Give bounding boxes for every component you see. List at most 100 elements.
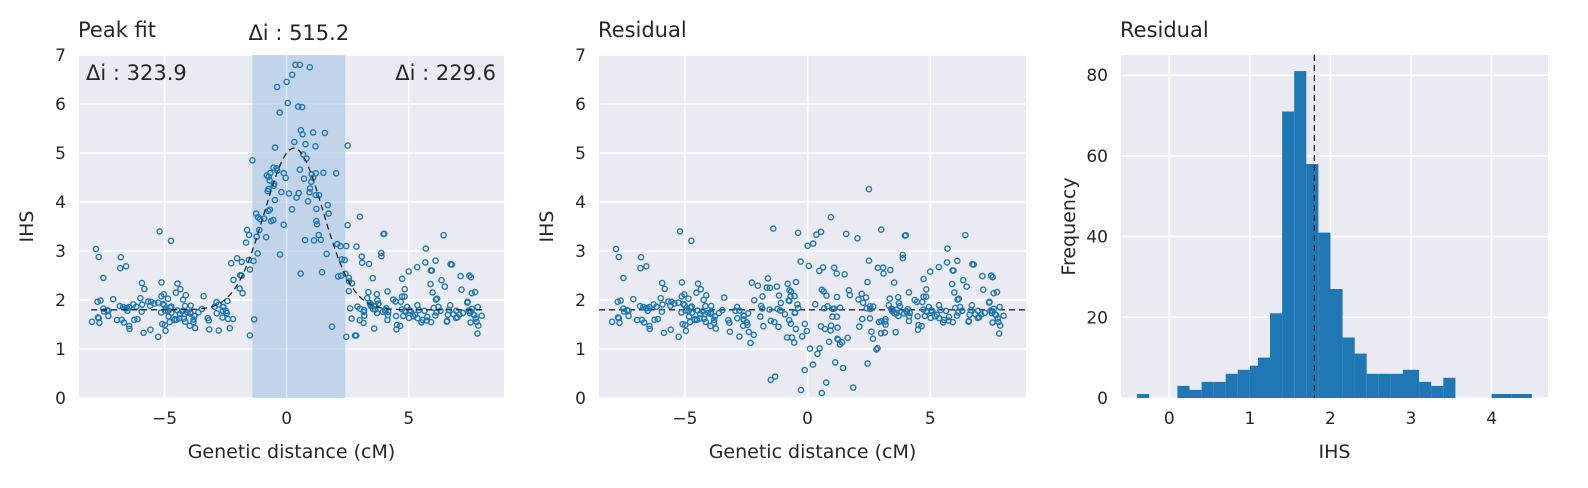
data-point — [657, 294, 665, 302]
data-point — [771, 373, 779, 380]
data-point — [757, 302, 765, 310]
data-point — [174, 280, 181, 287]
data-point — [182, 291, 190, 299]
data-point — [266, 177, 273, 184]
data-point — [297, 270, 305, 277]
data-point — [422, 259, 429, 266]
data-point — [429, 289, 436, 296]
data-point — [658, 308, 666, 316]
data-point — [844, 334, 852, 342]
data-point — [801, 320, 809, 328]
histogram-bar — [1189, 389, 1202, 398]
data-point — [227, 259, 235, 267]
data-point — [757, 313, 764, 321]
data-point — [854, 234, 861, 242]
data-point — [767, 317, 775, 325]
data-point — [467, 273, 475, 281]
data-point — [845, 286, 853, 294]
data-point — [617, 297, 625, 304]
chart-title: Residual — [1120, 18, 1209, 42]
y-tick-label: 80 — [1086, 66, 1108, 86]
data-point — [190, 318, 197, 326]
data-point — [754, 282, 762, 290]
data-point — [809, 240, 817, 247]
data-point — [943, 259, 951, 266]
data-point — [646, 322, 653, 330]
data-point — [306, 64, 314, 71]
data-point — [95, 314, 102, 322]
data-point — [307, 178, 315, 186]
data-point — [766, 306, 773, 313]
y-tick-label: 3 — [55, 242, 66, 262]
data-point — [130, 316, 138, 324]
data-point — [325, 210, 333, 217]
data-point — [899, 251, 907, 259]
data-point — [791, 309, 799, 317]
data-point — [881, 329, 889, 336]
data-point — [341, 256, 349, 264]
panel-residual-scatter: −5 0 5 0 1 2 3 4 5 6 7 Residual Genetic distance (cM… — [536, 18, 1026, 463]
data-point — [173, 316, 180, 324]
data-point — [301, 236, 309, 244]
data-point — [375, 300, 382, 308]
data-point — [890, 279, 898, 286]
data-point — [238, 258, 245, 266]
data-point — [866, 315, 874, 322]
data-point — [809, 361, 817, 368]
data-point — [423, 313, 431, 321]
data-point — [646, 303, 653, 311]
data-point — [620, 305, 627, 312]
data-point — [380, 230, 388, 238]
y-tick-label: 1 — [55, 340, 66, 360]
data-point — [726, 328, 734, 336]
data-point — [113, 316, 121, 324]
histogram-bar — [1330, 289, 1343, 398]
y-tick-label: 0 — [1097, 389, 1108, 409]
data-point — [134, 315, 141, 323]
data-point — [995, 330, 1003, 337]
data-point — [310, 237, 318, 244]
data-point — [255, 226, 263, 234]
data-point — [242, 239, 250, 246]
data-point — [230, 276, 237, 284]
data-point — [864, 278, 871, 286]
data-point — [686, 318, 694, 326]
data-point — [138, 301, 146, 308]
data-point — [306, 185, 314, 192]
data-point — [885, 301, 893, 309]
data-point — [224, 315, 232, 323]
data-point — [431, 312, 439, 319]
data-point — [874, 264, 882, 272]
data-point — [161, 307, 169, 314]
data-point — [825, 338, 833, 346]
data-point — [682, 327, 690, 335]
data-point — [948, 280, 956, 288]
data-point — [100, 274, 107, 282]
data-point — [428, 267, 436, 274]
y-axis-label: IHS — [536, 211, 558, 243]
y-tick-label: 2 — [55, 291, 66, 311]
data-point — [167, 237, 175, 245]
data-point — [877, 226, 885, 233]
data-point — [918, 322, 925, 330]
data-point — [679, 320, 687, 328]
data-point — [833, 313, 841, 321]
data-point — [321, 129, 329, 137]
data-point — [805, 262, 813, 270]
data-point — [833, 293, 841, 301]
data-point — [166, 304, 174, 312]
data-point — [951, 289, 958, 296]
data-point — [474, 322, 482, 329]
data-point — [219, 303, 227, 311]
data-point — [356, 213, 364, 220]
data-point — [432, 296, 440, 303]
y-tick-label: 20 — [1086, 308, 1108, 328]
data-point — [219, 307, 227, 315]
data-point — [744, 310, 752, 317]
data-point — [882, 321, 889, 329]
data-point — [280, 169, 288, 177]
data-point — [869, 335, 877, 343]
data-point — [987, 272, 995, 279]
data-point — [646, 325, 654, 333]
data-point — [405, 268, 413, 275]
